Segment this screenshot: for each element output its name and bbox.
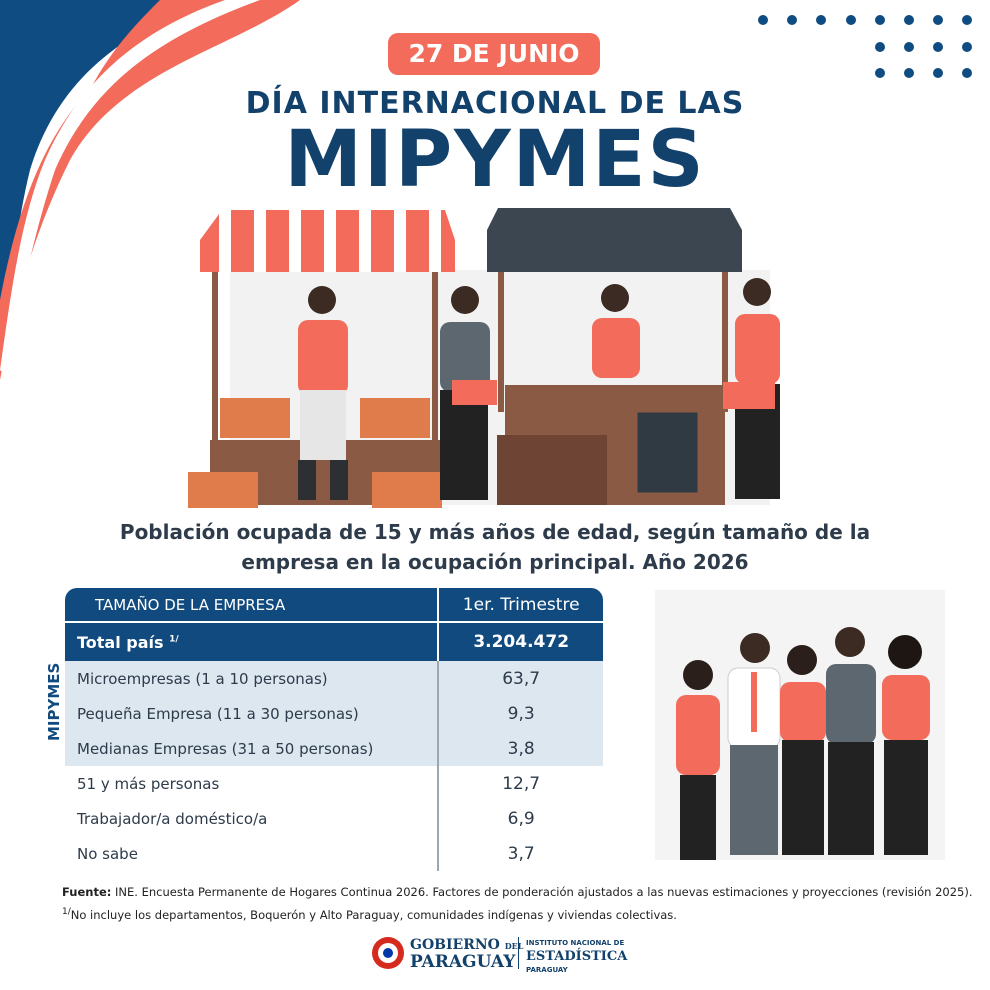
row-label: Microempresas (1 a 10 personas) (65, 661, 439, 696)
table-row: Trabajador/a doméstico/a 6,9 (65, 801, 603, 836)
subtitle-line: empresa en la ocupación principal. Año 2… (241, 550, 749, 574)
data-table: TAMAÑO DE LA EMPRESA 1er. Trimestre Tota… (65, 588, 603, 871)
dots (758, 15, 972, 78)
gov-logo: GOBIERNO DEL PARAGUAY (410, 937, 523, 972)
header-cell: 1er. Trimestre (437, 588, 603, 622)
footnote-note: 1/No incluye los departamentos, Boquerón… (62, 907, 982, 922)
source-label: Fuente: (62, 885, 112, 899)
row-value: 12,7 (437, 766, 603, 801)
market-illustration (188, 208, 780, 508)
row-label: Pequeña Empresa (11 a 30 personas) (65, 696, 439, 731)
title-line1: DÍA INTERNACIONAL DE LAS (245, 86, 745, 121)
people-illustration (655, 590, 945, 860)
table-row: Medianas Empresas (31 a 50 personas) 3,8 (65, 731, 603, 766)
total-value: 3.204.472 (437, 621, 603, 661)
total-note: 1/ (169, 634, 179, 645)
row-label: 51 y más personas (77, 774, 220, 793)
row-value: 63,7 (437, 661, 603, 696)
subtitle: Población ocupada de 15 y más años de ed… (60, 517, 930, 577)
gov-del: DEL (504, 941, 524, 951)
row-label: No sabe (77, 844, 138, 863)
gov-word: GOBIERNO (410, 937, 500, 953)
table-header: TAMAÑO DE LA EMPRESA 1er. Trimestre (65, 588, 603, 622)
note-mark: 1/ (62, 907, 71, 917)
header-cell: TAMAÑO DE LA EMPRESA (65, 588, 439, 622)
table-row: Microempresas (1 a 10 personas) 63,7 (65, 661, 603, 696)
swoosh-blue (0, 0, 225, 370)
ine-line: INSTITUTO NACIONAL DE (526, 939, 625, 947)
group-label: MIPYMES (45, 662, 63, 741)
row-value: 9,3 (437, 696, 603, 731)
row-label: Trabajador/a doméstico/a (77, 809, 268, 828)
total-row: Total país 1/ 3.204.472 (65, 621, 603, 661)
total-text: Total país (77, 632, 164, 652)
gov-line: GOBIERNO DEL (410, 937, 523, 954)
ine-line: ESTADÍSTICA (526, 949, 628, 964)
ine-logo: INSTITUTO NACIONAL DE ESTADÍSTICA PARAGU… (526, 937, 627, 976)
gov-line: PARAGUAY (410, 952, 516, 972)
subtitle-line: Población ocupada de 15 y más años de ed… (119, 520, 871, 544)
table-row: Pequeña Empresa (11 a 30 personas) 9,3 (65, 696, 603, 731)
total-label: Total país 1/ (65, 621, 439, 661)
row-value: 3,7 (437, 836, 603, 871)
date-badge: 27 DE JUNIO (388, 33, 600, 75)
row-label: Medianas Empresas (31 a 50 personas) (65, 731, 439, 766)
row-value: 3,8 (437, 731, 603, 766)
swoosh-coral (0, 0, 300, 380)
table-row: No sabe 3,7 (65, 836, 603, 871)
gov-emblem (372, 937, 404, 969)
ine-line: PARAGUAY (526, 966, 568, 974)
source-text: INE. Encuesta Permanente de Hogares Cont… (115, 885, 973, 899)
note-text: No incluye los departamentos, Boquerón y… (70, 907, 677, 922)
table-row: 51 y más personas 12,7 (65, 766, 603, 801)
footnote-source: Fuente: INE. Encuesta Permanente de Hoga… (62, 885, 982, 899)
row-value: 6,9 (437, 801, 603, 836)
title-line2: MIPYMES (284, 115, 706, 205)
logo-divider (518, 937, 519, 969)
